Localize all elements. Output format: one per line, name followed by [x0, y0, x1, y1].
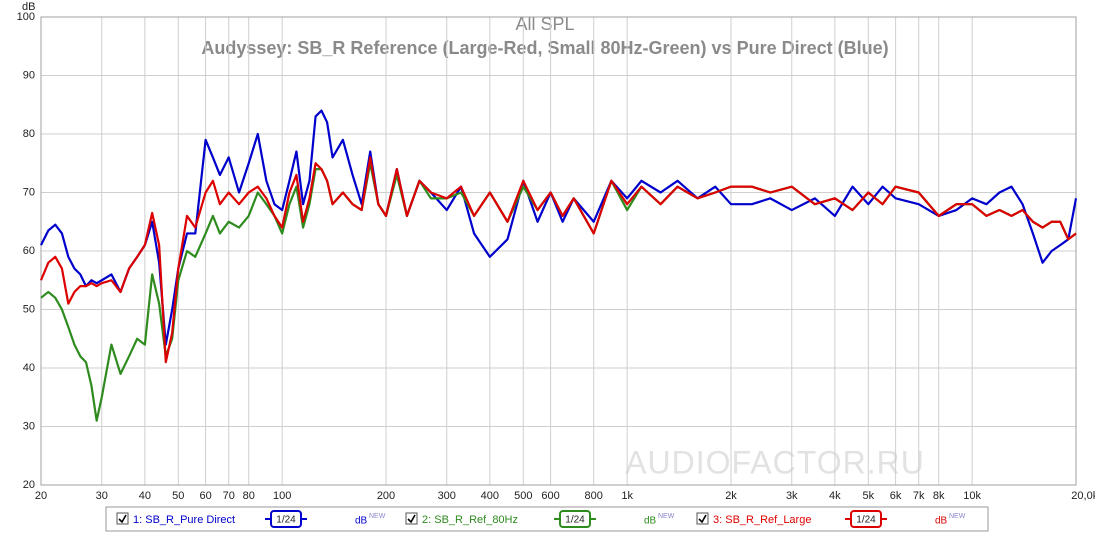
legend-unit: dB: [935, 516, 948, 527]
legend-label: 2: SB_R_Ref_80Hz: [422, 514, 518, 526]
legend-smoothing-box[interactable]: [559, 510, 591, 528]
x-tick-label: 5k: [862, 490, 874, 502]
x-tick-label: 3k: [786, 490, 798, 502]
legend-badge: NEW: [658, 513, 675, 520]
y-axis-label: dB: [22, 1, 35, 13]
y-tick-label: 40: [23, 362, 35, 374]
x-tick-label: 30: [96, 490, 108, 502]
y-tick-label: 30: [23, 420, 35, 432]
y-tick-label: 80: [23, 128, 35, 140]
x-tick-label: 300: [438, 490, 456, 502]
x-tick-label: 800: [585, 490, 603, 502]
legend-check: [698, 514, 707, 524]
legend-smoothing: 1/24: [856, 515, 876, 526]
x-tick-label: 70: [223, 490, 235, 502]
x-tick-label: 4k: [829, 490, 841, 502]
series-line: [39, 156, 1077, 364]
x-tick-label: 10k: [963, 490, 981, 502]
x-tick-label: 40: [139, 490, 151, 502]
legend-badge: NEW: [369, 513, 386, 520]
plot-frame: [40, 16, 1077, 486]
chart-title: All SPL: [515, 14, 574, 34]
legend-label: 1: SB_R_Pure Direct: [133, 514, 235, 526]
legend-checkbox[interactable]: [696, 512, 709, 525]
x-tick-label: 20,0k Hz: [1071, 490, 1095, 502]
legend-badge: NEW: [949, 513, 966, 520]
x-tick-label: 20: [35, 490, 47, 502]
x-tick-label: 200: [377, 490, 395, 502]
chart-subtitle: Audyssey: SB_R Reference (Large-Red, Sma…: [201, 38, 888, 58]
legend-checkbox[interactable]: [116, 512, 129, 525]
y-tick-label: 100: [17, 11, 35, 23]
legend-box: [105, 506, 989, 532]
y-tick-label: 50: [23, 303, 35, 315]
x-tick-label: 8k: [933, 490, 945, 502]
x-tick-label: 80: [243, 490, 255, 502]
x-tick-label: 60: [199, 490, 211, 502]
watermark: AUDIOFACTOR.RU: [625, 444, 925, 480]
x-tick-label: 400: [481, 490, 499, 502]
x-tick-label: 100: [273, 490, 291, 502]
x-tick-label: 7k: [913, 490, 925, 502]
legend-smoothing: 1/24: [565, 515, 585, 526]
y-tick-label: 20: [23, 479, 35, 491]
x-tick-label: 2k: [725, 490, 737, 502]
x-tick-label: 600: [541, 490, 559, 502]
x-tick-label: 6k: [890, 490, 902, 502]
x-tick-label: 50: [172, 490, 184, 502]
legend-unit: dB: [355, 516, 368, 527]
legend-smoothing-box[interactable]: [850, 510, 882, 528]
legend-smoothing-box[interactable]: [270, 510, 302, 528]
legend-check: [118, 514, 127, 524]
legend-check: [407, 514, 416, 524]
legend-smoothing: 1/24: [276, 515, 296, 526]
x-tick-label: 1k: [621, 490, 633, 502]
y-tick-label: 70: [23, 186, 35, 198]
y-tick-label: 60: [23, 245, 35, 257]
x-tick-label: 500: [514, 490, 532, 502]
legend-label: 3: SB_R_Ref_Large: [713, 514, 811, 526]
legend-unit: dB: [644, 516, 657, 527]
legend-checkbox[interactable]: [405, 512, 418, 525]
y-tick-label: 90: [23, 69, 35, 81]
